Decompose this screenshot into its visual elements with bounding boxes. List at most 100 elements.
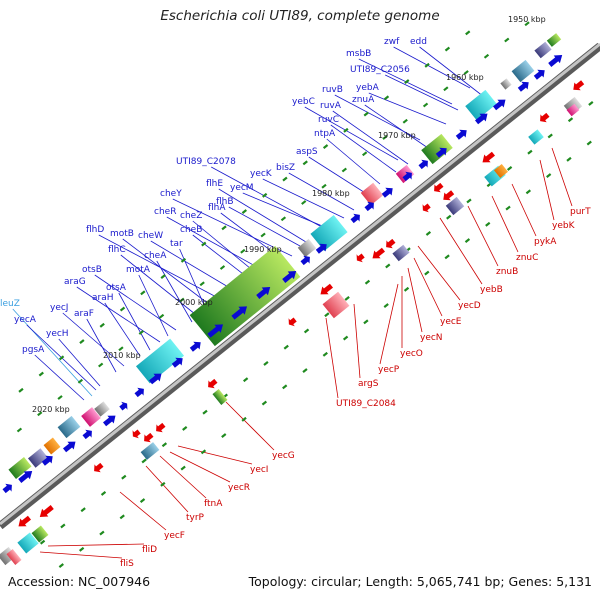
reverse-gene-arrow [132,429,141,439]
reverse-gene-arrow [320,283,333,295]
scale-tick [404,79,410,85]
leader-line-argS [353,303,361,379]
leader-line-yecM [242,192,333,231]
leader-line-znuC [491,195,519,253]
feature-block [392,244,410,262]
scale-tick [588,101,594,106]
reverse-gene-arrow [18,515,31,527]
scale-tick [464,238,471,244]
scale-tick [282,176,288,182]
reverse-gene-arrow [386,238,396,249]
forward-gene-arrow [41,455,53,466]
gene-label-leuZ: leuZ [0,299,20,309]
leader-line-yecH [58,338,101,387]
scale-tick [364,279,371,285]
scale-tick [38,371,44,377]
forward-gene-arrow [63,441,76,453]
gene-label-bisZ: bisZ [276,163,295,173]
forward-gene-arrow [134,387,144,398]
leader-line-UTI89_C2084 [325,317,339,399]
forward-gene-arrow [315,243,327,254]
scale-tick [283,344,289,350]
scale-tick [242,377,249,383]
gene-label-pgsA: pgsA [22,345,45,355]
gene-label-fliS: fliS [120,559,134,569]
feature-block [493,163,509,179]
scale-tick [241,209,247,215]
scale-tick [322,144,329,150]
feature-block [511,59,535,83]
reverse-gene-arrow [356,253,365,263]
forward-gene-arrow [402,171,412,182]
gene-label-tyrP: tyrP [186,513,205,523]
reverse-gene-arrow [434,182,444,193]
forward-gene-arrow [256,287,271,299]
feature-block [500,78,512,90]
gene-label-aspS: aspS [296,147,318,157]
leader-line-yecR [169,451,231,483]
scale-tick [79,339,85,345]
gene-label-UTI89_C2084: UTI89_C2084 [336,399,396,409]
scale-label: 2010 kbp [103,351,141,360]
leader-line-fliS [39,551,123,559]
scale-ticks [16,21,594,569]
scale-tick [547,133,553,139]
scale-tick [200,449,207,455]
leader-line-pykA [511,183,537,237]
scale-tick [202,409,208,415]
gene-label-msbB: msbB [346,49,371,59]
scale-label: 2000 kbp [175,298,213,307]
feature-block [81,407,101,427]
scale-tick [138,330,144,335]
leader-line-zwf [393,46,471,89]
scale-tick [525,189,532,195]
scale-tick [58,563,64,569]
gene-label-znuC: znuC [516,253,538,263]
scale-tick [303,328,310,334]
backbone-highlight [0,42,600,526]
forward-gene-arrow [493,99,506,111]
leader-line-otsA [118,292,151,351]
scale-tick [282,384,288,390]
scale-tick [463,70,469,75]
feature-block [212,389,228,405]
reverse-gene-arrow [94,462,104,473]
genome-backbone [0,42,600,530]
label-leader-lines [12,46,573,559]
leader-line-araF [86,318,117,373]
feature-blocks [0,33,583,566]
scale-label: 1960 kbp [446,73,484,82]
scale-tick [527,149,533,155]
gene-arrows [2,55,585,527]
reverse-gene-arrow [39,505,54,517]
scale-tick [121,474,127,480]
scale-tick [78,546,85,552]
gene-label-tar: tar [170,239,183,249]
scale-tick [363,319,369,325]
gene-label-pykA: pykA [534,237,557,247]
scale-tick [425,231,432,236]
gene-label-flhB: flhB [216,197,234,207]
feature-block [189,245,301,347]
accession-text: Accession: NC_007946 [8,574,151,589]
gene-label-yecH: yecH [46,329,69,339]
leader-line-araH [104,302,141,357]
leader-line-yecG [225,401,275,451]
scale-tick [160,274,166,280]
forward-gene-arrow [418,159,428,170]
scale-tick [37,411,43,417]
scale-tick [261,400,268,406]
leader-line-cheA [156,260,193,323]
scale-tick [140,290,146,296]
gene-label-UTI89_C2078: UTI89_C2078 [176,157,236,167]
feature-block [546,33,562,47]
gene-label-yecI: yecI [250,465,268,475]
scale-tick [77,378,83,384]
leader-line-flhE [218,188,307,243]
scale-tick [402,118,408,124]
reverse-gene-arrow [156,422,166,433]
forward-gene-arrow [2,483,12,494]
leader-line-yecI [177,445,253,465]
gene-label-yecF: yecF [164,531,185,541]
